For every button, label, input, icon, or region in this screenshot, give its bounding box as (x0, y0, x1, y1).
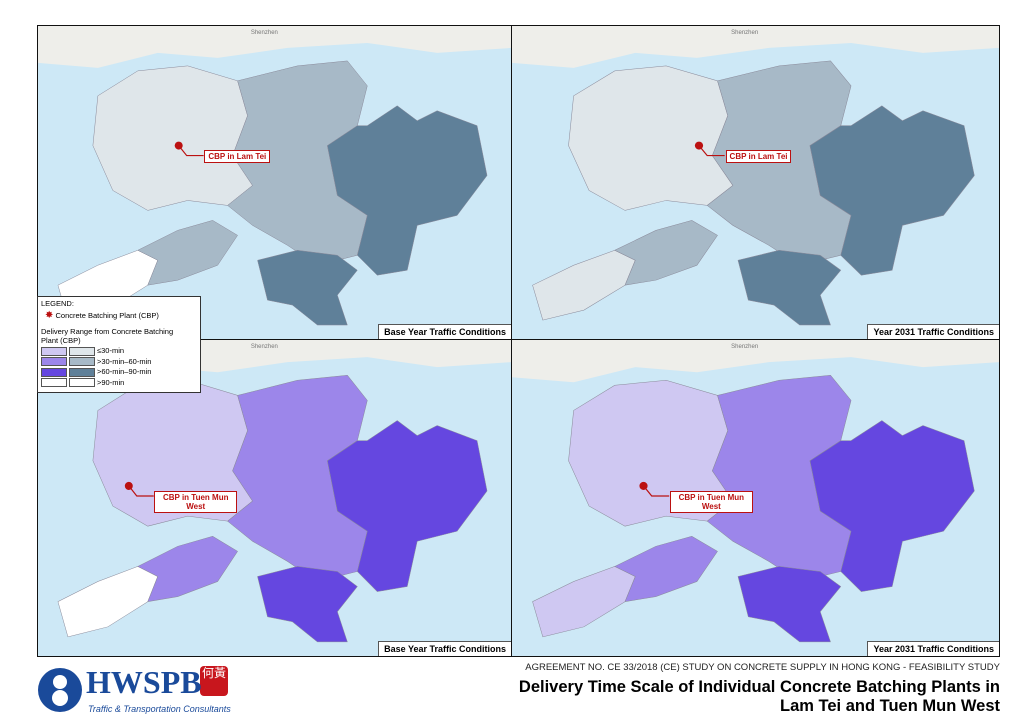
map-label: Shenzhen (250, 344, 278, 350)
mainland (38, 26, 511, 68)
title-line: Delivery Time Scale of Individual Concre… (518, 678, 1000, 696)
plant-label: CBP in Lam Tei (725, 150, 792, 164)
legend: LEGEND: ✸ Concrete Batching Plant (CBP) … (37, 296, 201, 393)
panel-caption: Base Year Traffic Conditions (378, 324, 511, 339)
swatch (41, 367, 67, 377)
swatch (69, 357, 95, 367)
logo-box (200, 666, 228, 696)
legend-title: LEGEND: (41, 299, 74, 308)
legend-item: ≤30-min (41, 346, 197, 356)
map-label: Shenzhen (731, 344, 759, 350)
delivery-zone (137, 220, 238, 286)
panel-caption: Base Year Traffic Conditions (378, 641, 511, 656)
swatch (69, 367, 95, 377)
title-line: Lam Tei and Tuen Mun West (779, 697, 1000, 715)
leader-line (698, 145, 725, 157)
delivery-zone (737, 250, 842, 326)
footer-graphics (38, 666, 228, 712)
legend-label: >60-min–90-min (97, 367, 152, 377)
plant-marker (694, 141, 704, 150)
delivery-zone (137, 535, 238, 602)
map (38, 340, 511, 643)
delivery-zone (532, 566, 636, 638)
leader-line (128, 485, 154, 497)
leader-line (643, 485, 670, 497)
plant-label: CBP in Lam Tei (204, 150, 271, 164)
swatch (69, 346, 95, 356)
map (512, 340, 999, 643)
map-panel: Shenzhen CBP in Lam Tei Base Year Traffic … (37, 25, 512, 340)
footer-title: Delivery Time Scale of Individual Concre… (519, 678, 1000, 716)
map (38, 26, 511, 326)
swatch (41, 378, 67, 388)
legend-items: ≤30-min >30-min–60-min >60-min–90-min >90-m… (41, 346, 197, 388)
logo-mark (52, 690, 68, 706)
mainland (512, 26, 999, 68)
logo-mark (53, 675, 67, 689)
plant-marker (174, 141, 183, 150)
panel-caption: Year 2031 Traffic Conditions (867, 641, 999, 656)
plant-icon: ✸ (45, 310, 54, 321)
swatch (41, 346, 67, 356)
leader-line (178, 145, 204, 157)
plant-label: CBP in Tuen Mun West (154, 490, 238, 513)
plant-marker (639, 481, 648, 490)
map-label: Shenzhen (250, 30, 278, 36)
delivery-zone (614, 535, 718, 602)
delivery-zone (57, 566, 159, 638)
delivery-zone (568, 65, 734, 211)
legend-label: >90-min (97, 377, 125, 387)
delivery-zone (257, 566, 358, 643)
legend-plant-row: ✸ Concrete Batching Plant (CBP) (45, 310, 197, 321)
delivery-zone (737, 566, 842, 643)
delivery-zone (614, 220, 718, 286)
legend-label: >30-min–60-min (97, 356, 152, 366)
delivery-zone (809, 420, 975, 592)
swatch (41, 357, 67, 367)
delivery-zone (809, 105, 975, 276)
map (512, 26, 999, 326)
agreement: AGREEMENT NO. CE 33/2018 (CE) STUDY ON C… (525, 662, 1000, 673)
delivery-zone (327, 105, 488, 276)
delivery-zone (532, 250, 636, 321)
delivery-zone (327, 420, 488, 592)
legend-item: >90-min (41, 378, 197, 388)
legend-label: ≤30-min (97, 346, 125, 355)
legend-item: >30-min–60-min (41, 357, 197, 367)
map-panel: Shenzhen CBP in Lam Tei Year 2031 Traffic … (511, 25, 1000, 340)
tagline: Traffic & Transportation Consultants (88, 704, 231, 714)
logo-chinese: 何黃 (201, 666, 226, 680)
delivery-zone (92, 65, 253, 211)
map-label: Shenzhen (731, 30, 759, 36)
legend-plant: Concrete Batching Plant (CBP) (55, 311, 159, 320)
legend-item: >60-min–90-min (41, 367, 197, 377)
mainland (512, 340, 999, 383)
plant-marker (124, 481, 133, 490)
map-panel: Shenzhen CBP in Tuen Mun West Year 2031 Tr… (511, 339, 1000, 657)
panel-caption: Year 2031 Traffic Conditions (867, 324, 999, 339)
logo-text: HWSPB (86, 664, 202, 700)
delivery-zone (257, 250, 358, 326)
swatch (69, 378, 95, 388)
legend-range-title: Delivery Range from Concrete Batching Pl… (41, 327, 174, 345)
plant-label: CBP in Tuen Mun West (669, 490, 753, 513)
